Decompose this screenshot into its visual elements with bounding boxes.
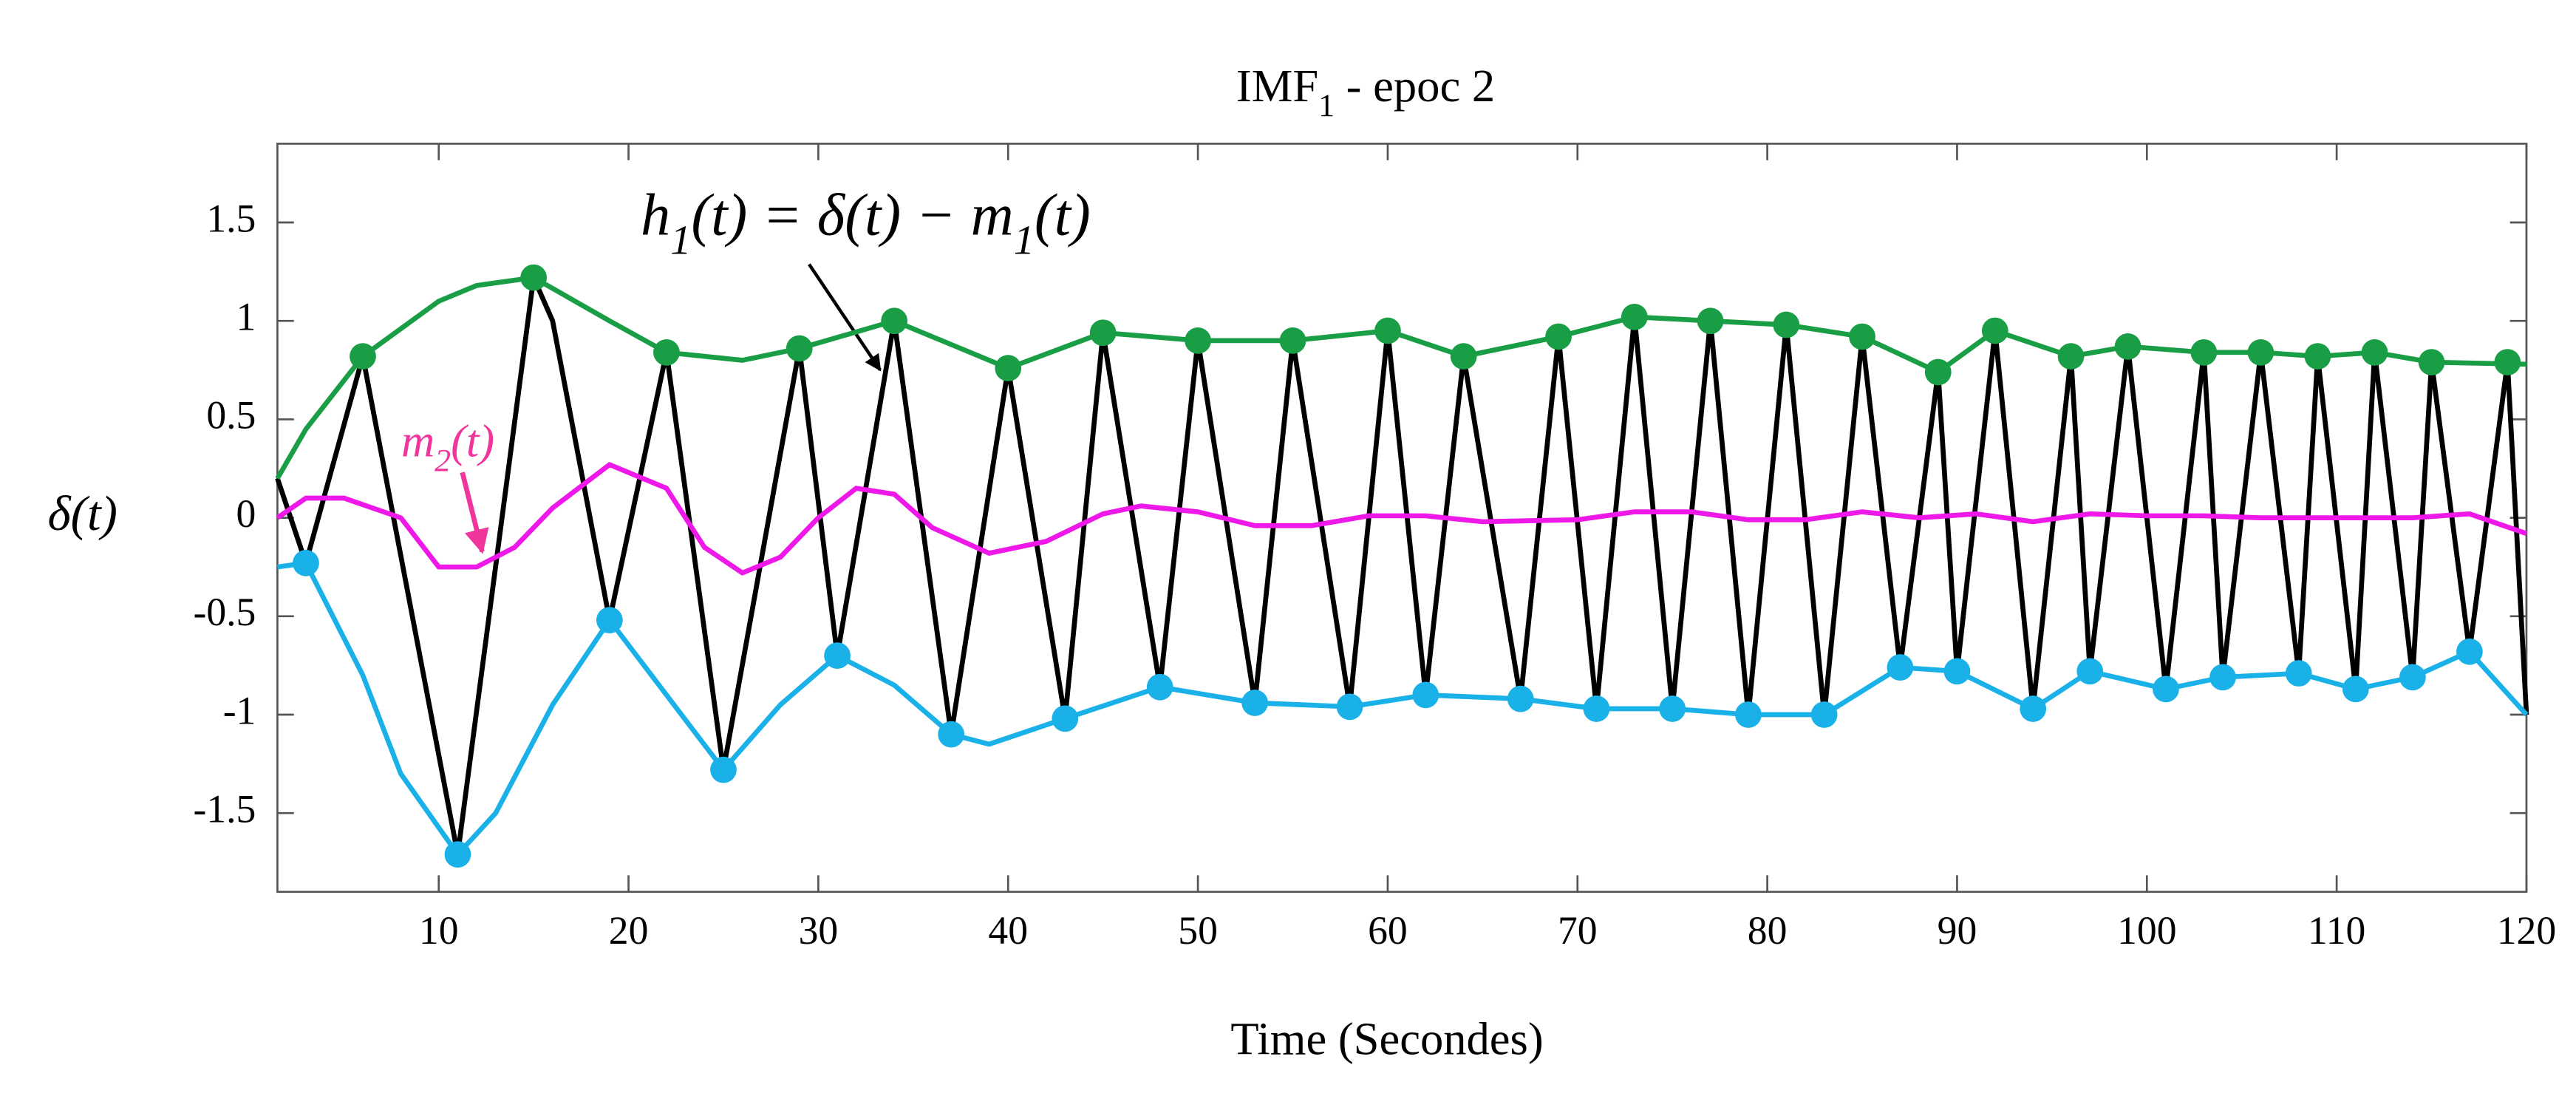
marker <box>1981 317 2008 344</box>
marker <box>520 264 548 291</box>
y-tick-label: -1.5 <box>193 787 256 831</box>
marker <box>2076 658 2104 685</box>
x-tick-label: 70 <box>1558 908 1598 953</box>
marker <box>938 721 965 748</box>
marker <box>1697 307 1724 335</box>
marker <box>2399 664 2426 691</box>
marker <box>444 841 471 868</box>
y-tick-label: 1.5 <box>206 196 256 240</box>
annotation: h1(t) = δ(t) − m1(t) <box>641 183 1091 263</box>
marker <box>2057 343 2085 370</box>
x-tick-label: 90 <box>1938 908 1977 953</box>
marker <box>350 343 376 370</box>
x-axis-label: Time (Secondes) <box>1230 1013 1543 1065</box>
annotation-arrow <box>460 472 489 554</box>
marker <box>2342 675 2369 703</box>
chart-title-part: 1 <box>1318 88 1335 123</box>
marker <box>1052 705 1079 732</box>
marker <box>1336 693 1363 721</box>
marker <box>2020 695 2047 722</box>
annotation-part: h <box>641 183 670 248</box>
marker <box>293 549 319 576</box>
x-tick-label: 80 <box>1748 908 1788 953</box>
marker <box>1583 695 1610 722</box>
x-tick-label: 20 <box>609 908 649 953</box>
marker <box>1450 343 1477 370</box>
marker <box>1943 658 1971 685</box>
series-line <box>276 462 2528 576</box>
marker <box>1241 690 1269 716</box>
chart-title: IMF1 - epoc 2 <box>1236 60 1495 123</box>
chart-title-part: IMF <box>1236 60 1318 112</box>
y-tick-label: 0.5 <box>206 393 256 438</box>
marker <box>1146 673 1173 701</box>
x-tick-label: 10 <box>419 908 459 953</box>
marker <box>1374 317 1401 344</box>
x-tick-label: 100 <box>2117 908 2176 953</box>
marker <box>824 642 851 669</box>
chart-title-part: - epoc 2 <box>1335 60 1495 112</box>
x-tick-label: 60 <box>1368 908 1408 953</box>
marker <box>2190 338 2218 366</box>
marker <box>2361 338 2388 366</box>
marker <box>1849 323 1875 350</box>
x-tick-label: 40 <box>988 908 1028 953</box>
x-tick-label: 30 <box>799 908 839 953</box>
marker <box>653 338 680 366</box>
marker <box>710 756 737 783</box>
annotation-part: m <box>401 415 435 467</box>
annotation-part: 1 <box>670 217 691 263</box>
annotation-part: 2 <box>435 443 451 478</box>
series-line <box>275 275 2529 857</box>
marker <box>2114 333 2141 360</box>
marker <box>786 335 813 362</box>
y-tick-label: 0 <box>236 491 256 536</box>
marker <box>2285 660 2312 687</box>
marker <box>1621 304 1648 330</box>
annotation-part: (t) <box>1035 183 1091 248</box>
marker <box>1810 701 1838 728</box>
annotation-part: 1 <box>1014 217 1035 263</box>
marker <box>1735 701 1762 728</box>
marker <box>2153 675 2179 703</box>
x-tick-label: 120 <box>2497 908 2556 953</box>
marker <box>2247 338 2275 366</box>
marker <box>1185 327 1211 354</box>
y-axis-label: δ(t) <box>48 486 117 541</box>
marker <box>881 307 908 335</box>
marker <box>2456 638 2483 665</box>
marker <box>2494 349 2521 376</box>
marker <box>1089 319 1117 347</box>
y-tick-label: -1 <box>223 688 256 732</box>
marker <box>1924 358 1952 386</box>
marker <box>596 607 623 634</box>
marker <box>1279 327 1306 354</box>
y-tick-label: -0.5 <box>193 590 256 634</box>
marker <box>2304 343 2331 370</box>
y-tick-label: 1 <box>236 295 256 339</box>
marker <box>1412 681 1439 709</box>
x-tick-label: 50 <box>1178 908 1218 953</box>
marker <box>1887 654 1914 681</box>
marker <box>1545 323 1572 350</box>
marker <box>1507 685 1534 712</box>
x-tick-label: 110 <box>2308 908 2365 953</box>
annotation-part: (t) = δ(t) − m <box>691 183 1013 248</box>
annotation-arrow <box>808 263 882 372</box>
annotation: m2(t) <box>401 415 494 479</box>
marker <box>1659 695 1686 722</box>
marker <box>1773 311 1800 338</box>
marker <box>2209 664 2236 691</box>
marker <box>2418 349 2445 376</box>
annotation-part: (t) <box>451 415 494 467</box>
marker <box>995 355 1022 382</box>
